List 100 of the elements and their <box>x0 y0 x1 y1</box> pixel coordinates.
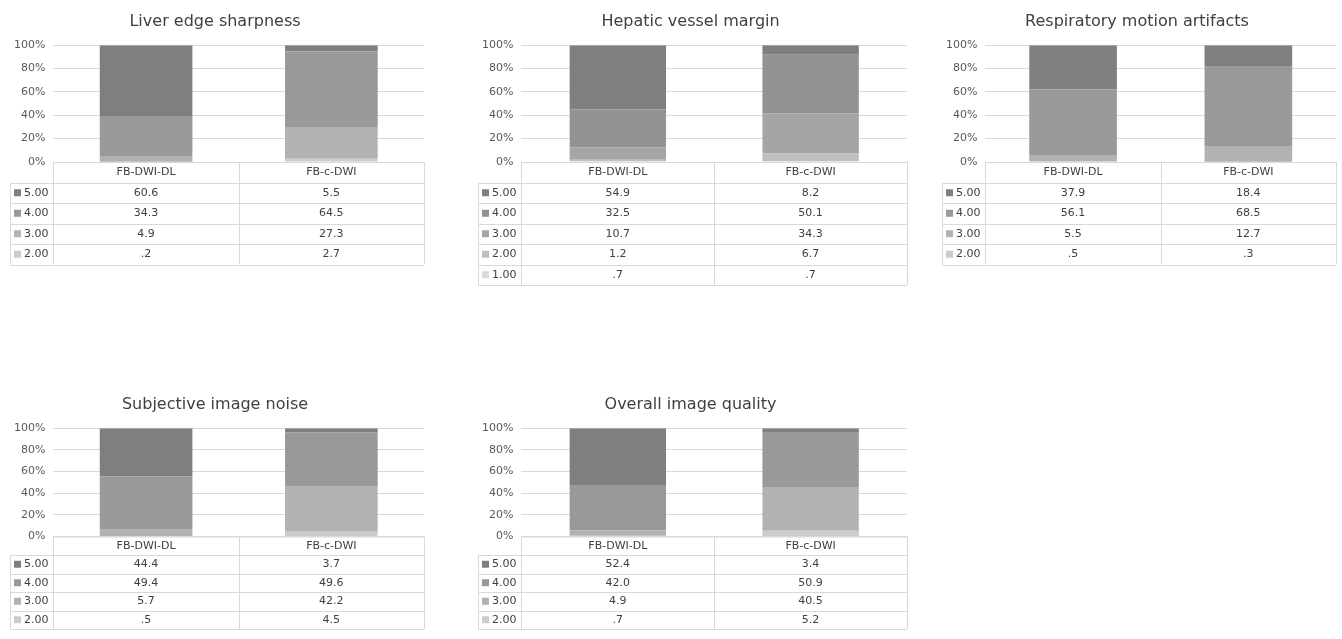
legend-label: 4.00 <box>24 206 49 220</box>
bar <box>99 45 193 116</box>
y-tick-label: 80% <box>952 61 978 75</box>
chart-title: Overall image quality <box>604 393 777 413</box>
data-label: 4.9 <box>137 226 155 240</box>
data-label: 42.0 <box>605 575 631 589</box>
data-label: .5 <box>1067 247 1079 261</box>
legend-label: 4.00 <box>492 206 517 220</box>
chart-title: Subjective image noise <box>121 393 309 413</box>
legend-label: 2.00 <box>24 247 49 261</box>
y-tick-label: 60% <box>20 84 46 98</box>
y-tick-label: 80% <box>20 61 46 75</box>
bar <box>99 156 193 162</box>
data-label: .7 <box>805 267 816 281</box>
data-label: 3.4 <box>801 557 820 571</box>
data-label: 8.2 <box>801 185 820 199</box>
legend-label: 4.00 <box>492 575 517 589</box>
bar <box>762 530 859 536</box>
y-tick-label: 80% <box>488 61 514 75</box>
legend-label: 4.00 <box>956 206 981 220</box>
data-label: 50.1 <box>798 206 823 220</box>
bar <box>762 54 859 114</box>
x-tick-label: FB-DWI-DL <box>116 165 177 179</box>
bar <box>285 158 378 162</box>
y-tick-label: 20% <box>20 507 46 521</box>
data-label: 5.5 <box>322 185 341 199</box>
data-label: 60.6 <box>133 185 159 199</box>
data-label: 10.7 <box>605 226 631 240</box>
y-tick-label: 40% <box>488 108 514 122</box>
y-tick-label: 100% <box>13 421 46 435</box>
legend-label: 3.00 <box>492 226 517 240</box>
data-label: 34.3 <box>798 226 823 240</box>
bar <box>762 431 859 488</box>
data-label: .7 <box>612 612 624 626</box>
data-label: 49.6 <box>319 575 344 589</box>
legend-label: 4.00 <box>24 575 49 589</box>
bar <box>285 432 378 486</box>
y-tick-label: 80% <box>488 442 514 456</box>
bar <box>569 484 667 531</box>
legend-label: 3.00 <box>956 226 981 240</box>
bar <box>569 109 667 148</box>
y-tick-label: 100% <box>481 38 514 52</box>
y-tick-label: 60% <box>20 464 46 478</box>
legend-label: 2.00 <box>492 247 517 261</box>
bar <box>569 428 667 485</box>
y-tick-label: 20% <box>952 131 978 145</box>
legend-label: 3.00 <box>24 226 49 240</box>
bar <box>1204 66 1293 147</box>
x-tick-label: FB-c-DWI <box>785 538 836 552</box>
y-tick-label: 60% <box>488 464 514 478</box>
legend-label: 2.00 <box>492 612 517 626</box>
chart-title: Hepatic vessel margin <box>601 10 780 30</box>
data-label: 49.4 <box>133 575 159 589</box>
y-tick-label: 100% <box>481 421 514 435</box>
x-tick-label: FB-c-DWI <box>306 165 357 179</box>
bar <box>762 45 859 55</box>
y-tick-label: 40% <box>952 108 978 122</box>
legend-label: 2.00 <box>24 612 49 626</box>
data-label: 4.9 <box>609 594 627 608</box>
y-tick-label: 20% <box>488 131 514 145</box>
data-label: 34.3 <box>133 206 159 220</box>
y-tick-label: 40% <box>20 486 46 500</box>
data-label: 54.9 <box>605 185 631 199</box>
x-tick-label: FB-DWI-DL <box>588 165 649 179</box>
bar <box>1204 45 1293 67</box>
data-label: 44.4 <box>133 557 159 571</box>
data-label: 40.5 <box>798 594 823 608</box>
data-label: .7 <box>612 267 624 281</box>
bar <box>285 485 378 532</box>
data-label: 37.9 <box>1060 185 1086 199</box>
legend-label: 3.00 <box>492 594 517 608</box>
y-tick-label: 80% <box>20 442 46 456</box>
data-label: 52.4 <box>605 557 631 571</box>
bar <box>1029 45 1117 90</box>
legend-label: 2.00 <box>956 247 981 261</box>
y-tick-label: 60% <box>952 84 978 98</box>
data-label: 1.2 <box>609 247 627 261</box>
data-label: 42.2 <box>319 594 344 608</box>
data-label: 5.7 <box>137 594 155 608</box>
legend-label: 5.00 <box>492 185 517 199</box>
data-label: 2.7 <box>322 247 341 261</box>
y-tick-label: 0% <box>495 154 514 168</box>
data-label: 68.5 <box>1236 206 1261 220</box>
y-tick-label: 60% <box>488 84 514 98</box>
legend-label: 3.00 <box>24 594 49 608</box>
x-tick-label: FB-DWI-DL <box>588 538 649 552</box>
y-tick-label: 100% <box>945 38 978 52</box>
x-tick-label: FB-c-DWI <box>785 165 836 179</box>
bar <box>285 51 378 127</box>
chart-title: Respiratory motion artifacts <box>1025 10 1249 30</box>
bar <box>569 530 667 536</box>
bar <box>1204 146 1293 162</box>
bar <box>762 113 859 154</box>
data-label: 3.7 <box>322 557 341 571</box>
data-label: 6.7 <box>801 247 820 261</box>
x-tick-label: FB-c-DWI <box>306 538 357 552</box>
data-label: 56.1 <box>1060 206 1086 220</box>
bar <box>569 147 667 160</box>
bar <box>285 45 378 52</box>
data-label: 12.7 <box>1236 226 1261 240</box>
